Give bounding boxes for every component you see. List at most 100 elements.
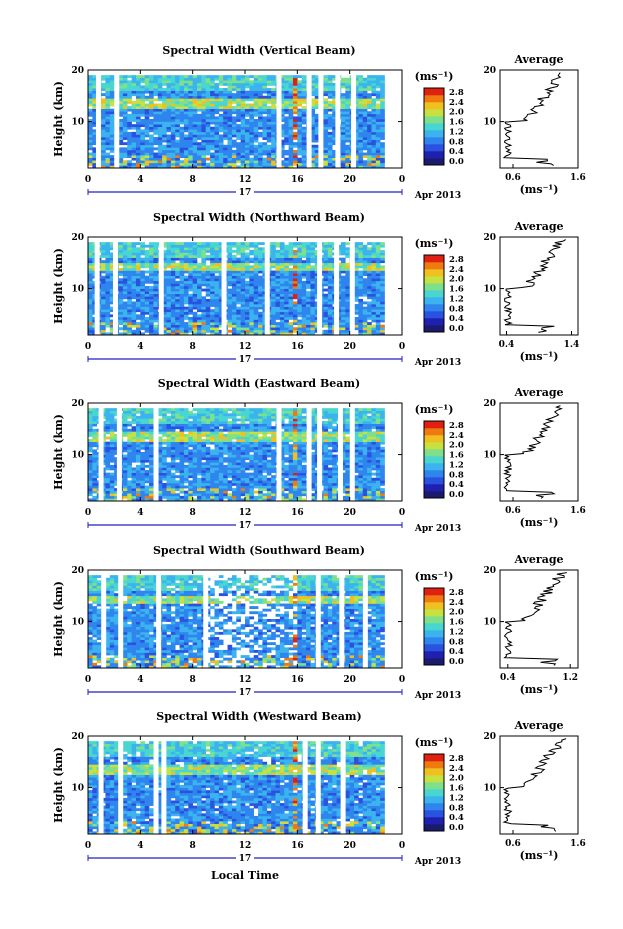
heatmap-cell — [109, 408, 115, 412]
heatmap-cell — [92, 95, 98, 99]
heatmap-cell — [245, 90, 250, 94]
heatmap-cell — [109, 95, 115, 99]
heatmap-cell — [149, 95, 154, 99]
heatmap-cell — [253, 100, 259, 104]
heatmap-cell — [327, 100, 333, 104]
heatmap-cell — [332, 152, 337, 156]
heatmap-cell — [371, 116, 377, 120]
heatmap-cell — [192, 103, 198, 107]
heatmap-cell — [323, 160, 329, 164]
heatmap-cell — [358, 85, 364, 89]
heatmap-cell — [127, 291, 132, 295]
heatmap-cell — [105, 111, 111, 115]
heatmap-cell — [297, 257, 302, 261]
heatmap-cell — [122, 98, 128, 102]
heatmap-cell — [371, 252, 377, 256]
heatmap-cell — [327, 108, 333, 112]
heatmap-cell — [218, 121, 224, 125]
colorbar-tick-label: 0.8 — [449, 137, 464, 147]
heatmap-cell — [170, 306, 176, 310]
heatmap-cell — [284, 77, 289, 81]
heatmap-cell — [210, 103, 215, 107]
heatmap-cell — [162, 322, 167, 325]
heatmap-cell — [358, 262, 364, 266]
heatmap-cell — [371, 309, 377, 313]
heatmap-cell — [218, 314, 224, 318]
heatmap-cell — [231, 270, 237, 274]
heatmap-cell — [362, 293, 368, 297]
heatmap-cell — [310, 311, 316, 315]
heatmap-cell — [279, 165, 285, 169]
heatmap-cell — [109, 278, 115, 282]
heatmap-cell — [245, 129, 250, 133]
heatmap-cell — [118, 242, 124, 246]
heatmap-cell — [380, 306, 385, 310]
heatmap-cell — [236, 75, 241, 79]
heatmap-cell — [170, 244, 176, 248]
heatmap-cell — [122, 322, 128, 325]
heatmap-cell — [314, 165, 320, 169]
heatmap-cell — [362, 278, 368, 282]
heatmap-cell — [367, 316, 372, 320]
heatmap-cell — [166, 255, 172, 258]
heatmap-cell — [88, 247, 93, 251]
heatmap-cell — [236, 267, 241, 271]
heatmap-cell — [358, 306, 364, 310]
heatmap-cell — [88, 441, 93, 445]
heatmap-cell — [375, 75, 381, 79]
heatmap-cell — [380, 129, 385, 133]
x-tick-label: 0 — [85, 342, 91, 352]
heatmap-cell — [297, 111, 302, 115]
heatmap-cell — [166, 273, 172, 276]
heatmap-cell — [166, 152, 172, 156]
heatmap-cell — [179, 247, 185, 251]
heatmap-cell — [258, 147, 263, 151]
heatmap-cell — [214, 162, 220, 166]
heatmap-cell — [157, 88, 163, 91]
heatmap-cell — [92, 459, 98, 463]
heatmap-cell — [170, 103, 176, 107]
heatmap-cell — [340, 147, 346, 151]
heatmap-cell — [258, 296, 263, 300]
heatmap-cell — [245, 106, 250, 109]
heatmap-cell — [122, 252, 128, 256]
heatmap-cell — [375, 329, 381, 333]
heatmap-cell — [162, 304, 167, 307]
heatmap-cell — [227, 329, 233, 333]
heatmap-cell — [358, 82, 364, 86]
heatmap-cell — [149, 265, 154, 269]
heatmap-cell — [332, 124, 337, 128]
heatmap-cell — [284, 100, 289, 104]
heatmap-cell — [314, 119, 320, 122]
heatmap-cell — [271, 95, 276, 99]
heatmap-cell — [153, 139, 159, 143]
heatmap-cell — [292, 119, 298, 122]
heatmap-cell — [105, 441, 111, 445]
heatmap-cell — [188, 257, 193, 261]
heatmap-cell — [131, 88, 137, 91]
heatmap-cell — [231, 327, 237, 331]
heatmap-cell — [210, 144, 215, 148]
heatmap-cell — [249, 139, 255, 143]
heatmap-cell — [131, 137, 137, 140]
heatmap-cell — [218, 160, 224, 164]
heatmap-cell — [122, 327, 128, 331]
heatmap-cell — [192, 108, 198, 112]
heatmap-cell — [284, 286, 289, 289]
heatmap-cell — [109, 291, 115, 295]
heatmap-cell — [214, 142, 220, 146]
average-frame — [499, 236, 579, 336]
heatmap-cell — [144, 152, 150, 156]
heatmap-cell — [292, 124, 298, 128]
heatmap-cell — [288, 270, 294, 274]
heatmap-cell — [231, 262, 237, 266]
heatmap-cell — [144, 319, 150, 323]
heatmap-cell — [340, 265, 346, 269]
heatmap-cell — [284, 119, 289, 122]
heatmap-cell — [231, 332, 237, 336]
heatmap-cell — [109, 273, 115, 276]
heatmap-cell — [375, 265, 381, 269]
heatmap-cell — [109, 131, 115, 135]
heatmap-cell — [210, 95, 215, 99]
heatmap-cell — [327, 301, 333, 305]
